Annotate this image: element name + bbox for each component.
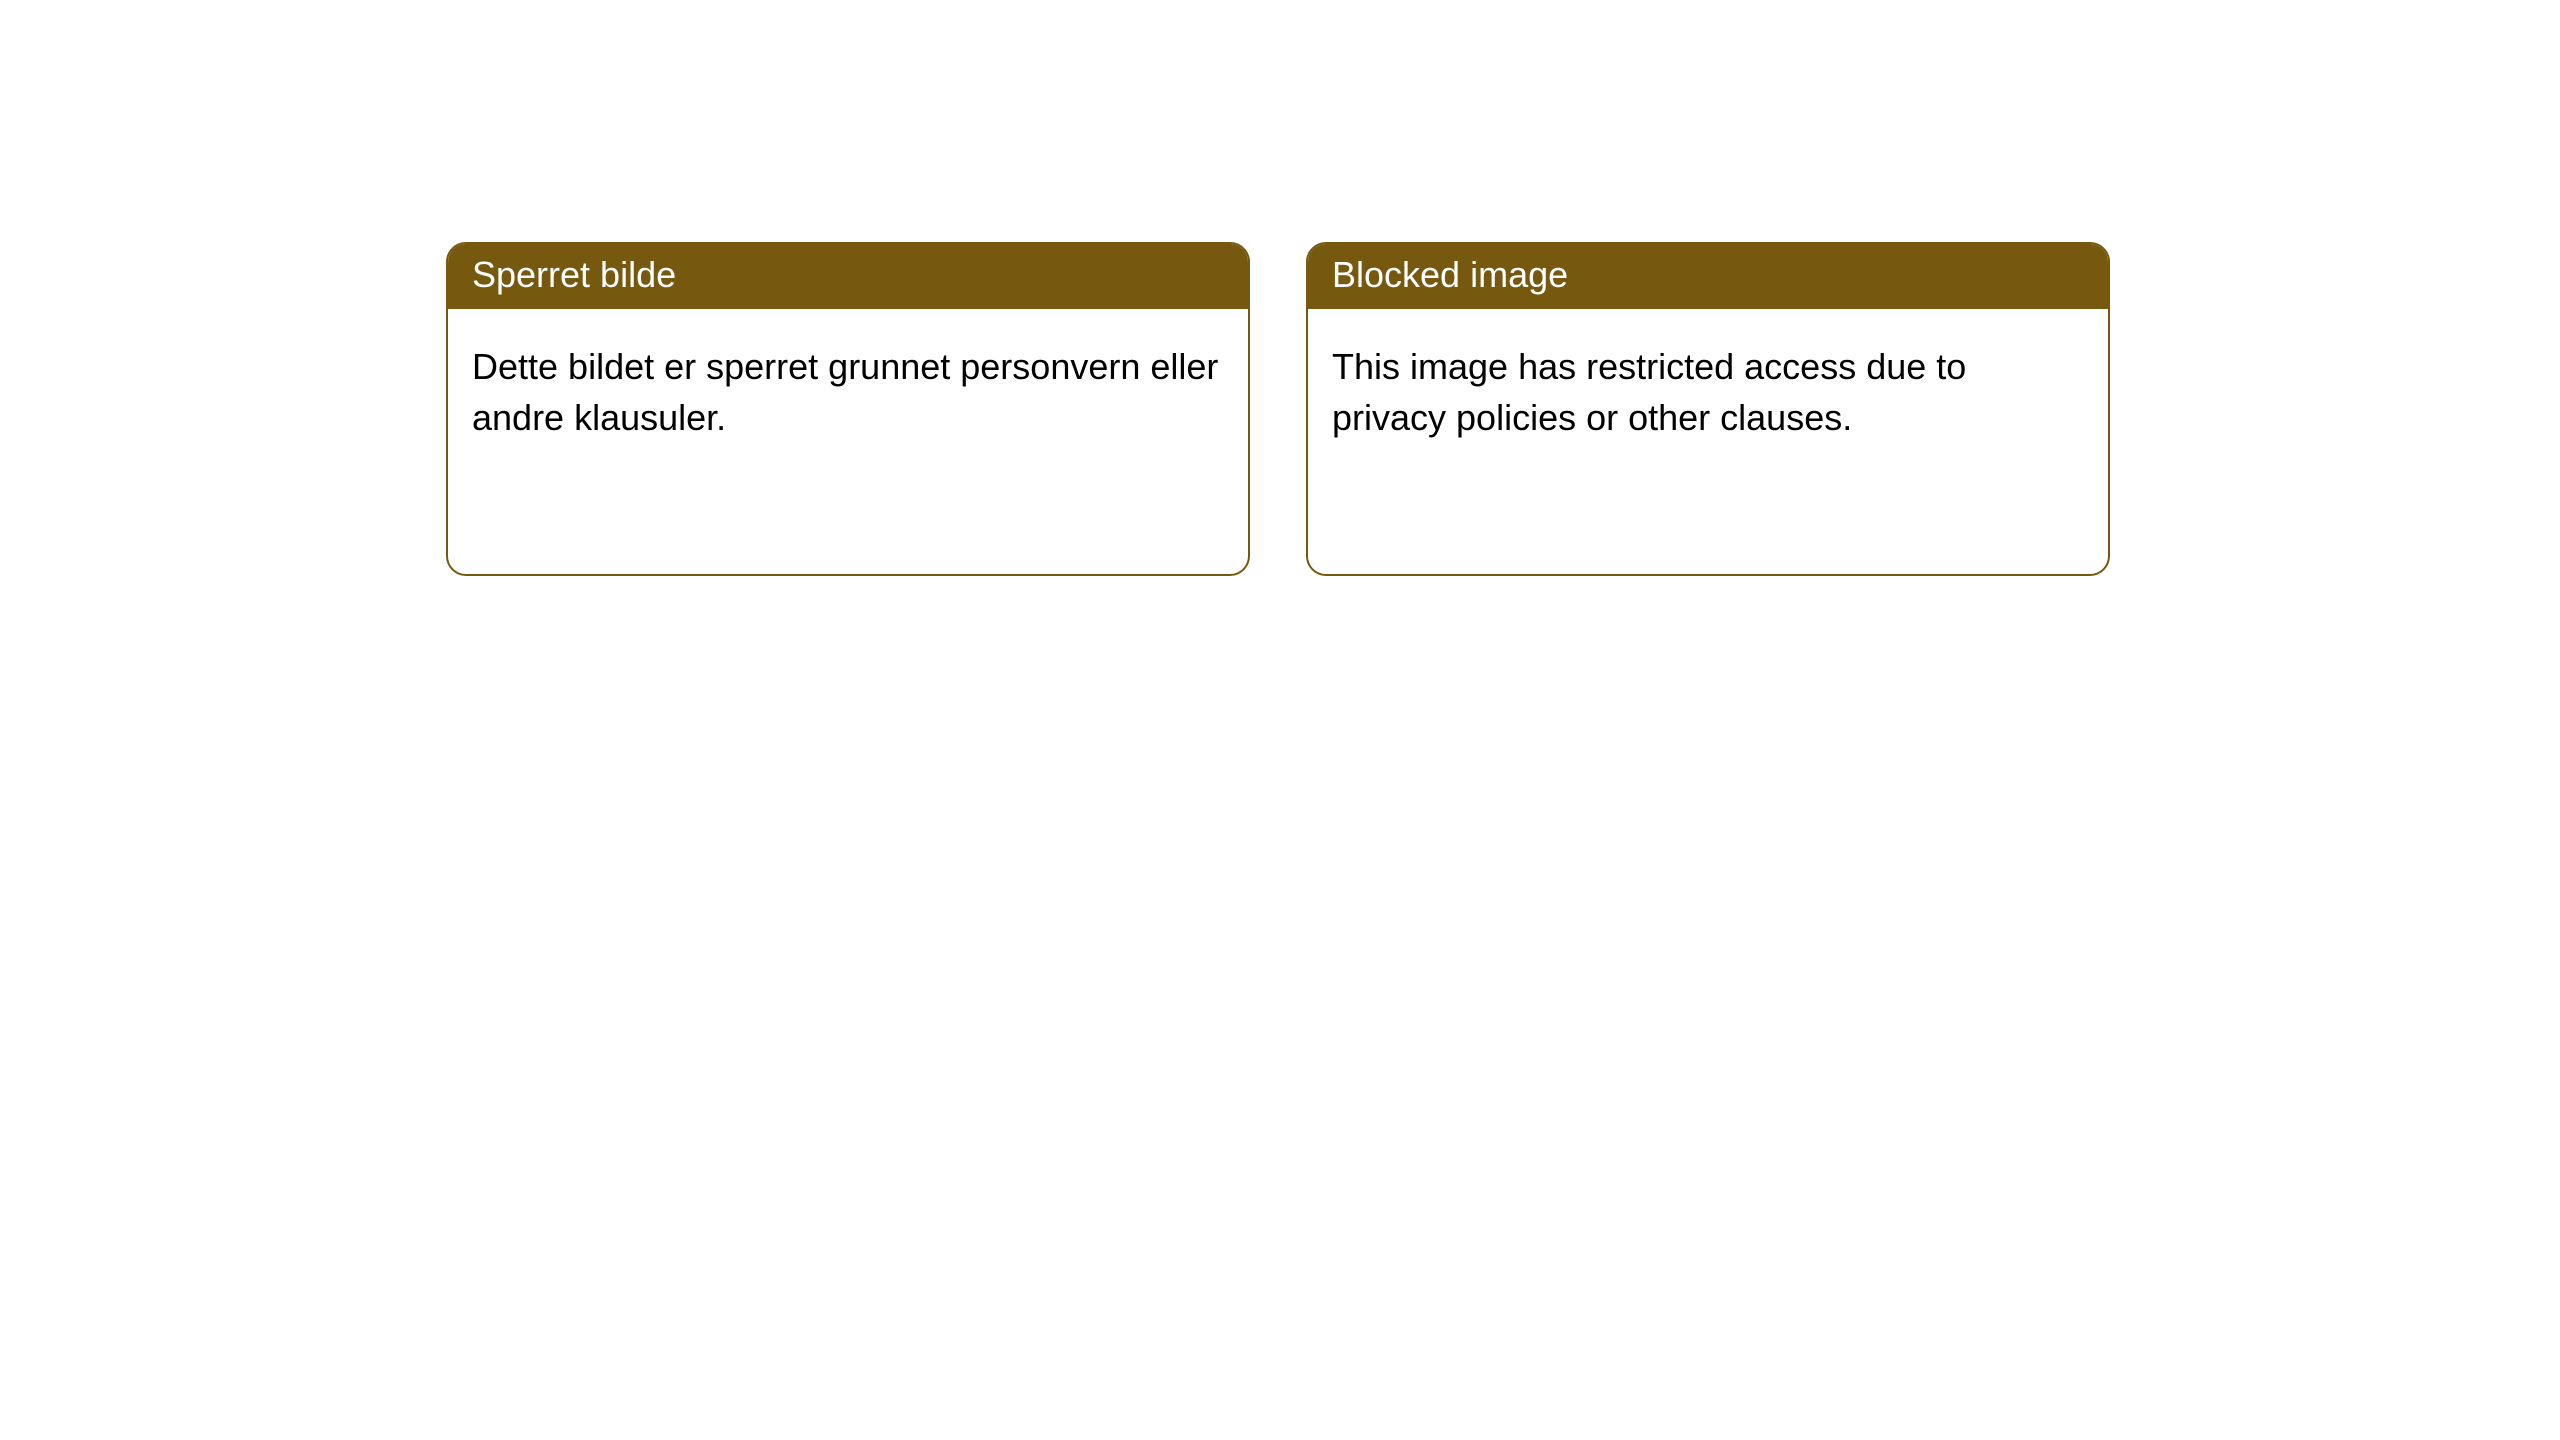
- card-header: Blocked image: [1308, 244, 2108, 309]
- card-header: Sperret bilde: [448, 244, 1248, 309]
- blocked-image-card-english: Blocked image This image has restricted …: [1306, 242, 2110, 576]
- cards-container: Sperret bilde Dette bildet er sperret gr…: [0, 0, 2560, 576]
- card-body: Dette bildet er sperret grunnet personve…: [448, 309, 1248, 475]
- card-body-text: Dette bildet er sperret grunnet personve…: [472, 346, 1218, 438]
- blocked-image-card-norwegian: Sperret bilde Dette bildet er sperret gr…: [446, 242, 1250, 576]
- card-title: Blocked image: [1332, 254, 1568, 295]
- card-title: Sperret bilde: [472, 254, 676, 295]
- card-body: This image has restricted access due to …: [1308, 309, 2108, 475]
- card-body-text: This image has restricted access due to …: [1332, 346, 1966, 438]
